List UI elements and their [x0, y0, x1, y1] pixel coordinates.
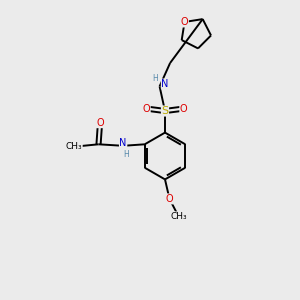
Text: N: N — [161, 79, 169, 89]
Text: H: H — [152, 74, 158, 83]
Text: CH₃: CH₃ — [66, 142, 82, 151]
Text: H: H — [123, 150, 129, 159]
Text: O: O — [142, 103, 150, 114]
Text: N: N — [119, 138, 127, 148]
Text: CH₃: CH₃ — [170, 212, 187, 221]
Text: O: O — [96, 118, 104, 128]
Text: O: O — [180, 103, 188, 114]
Text: O: O — [181, 17, 188, 27]
Text: S: S — [161, 106, 169, 116]
Text: O: O — [166, 194, 173, 204]
